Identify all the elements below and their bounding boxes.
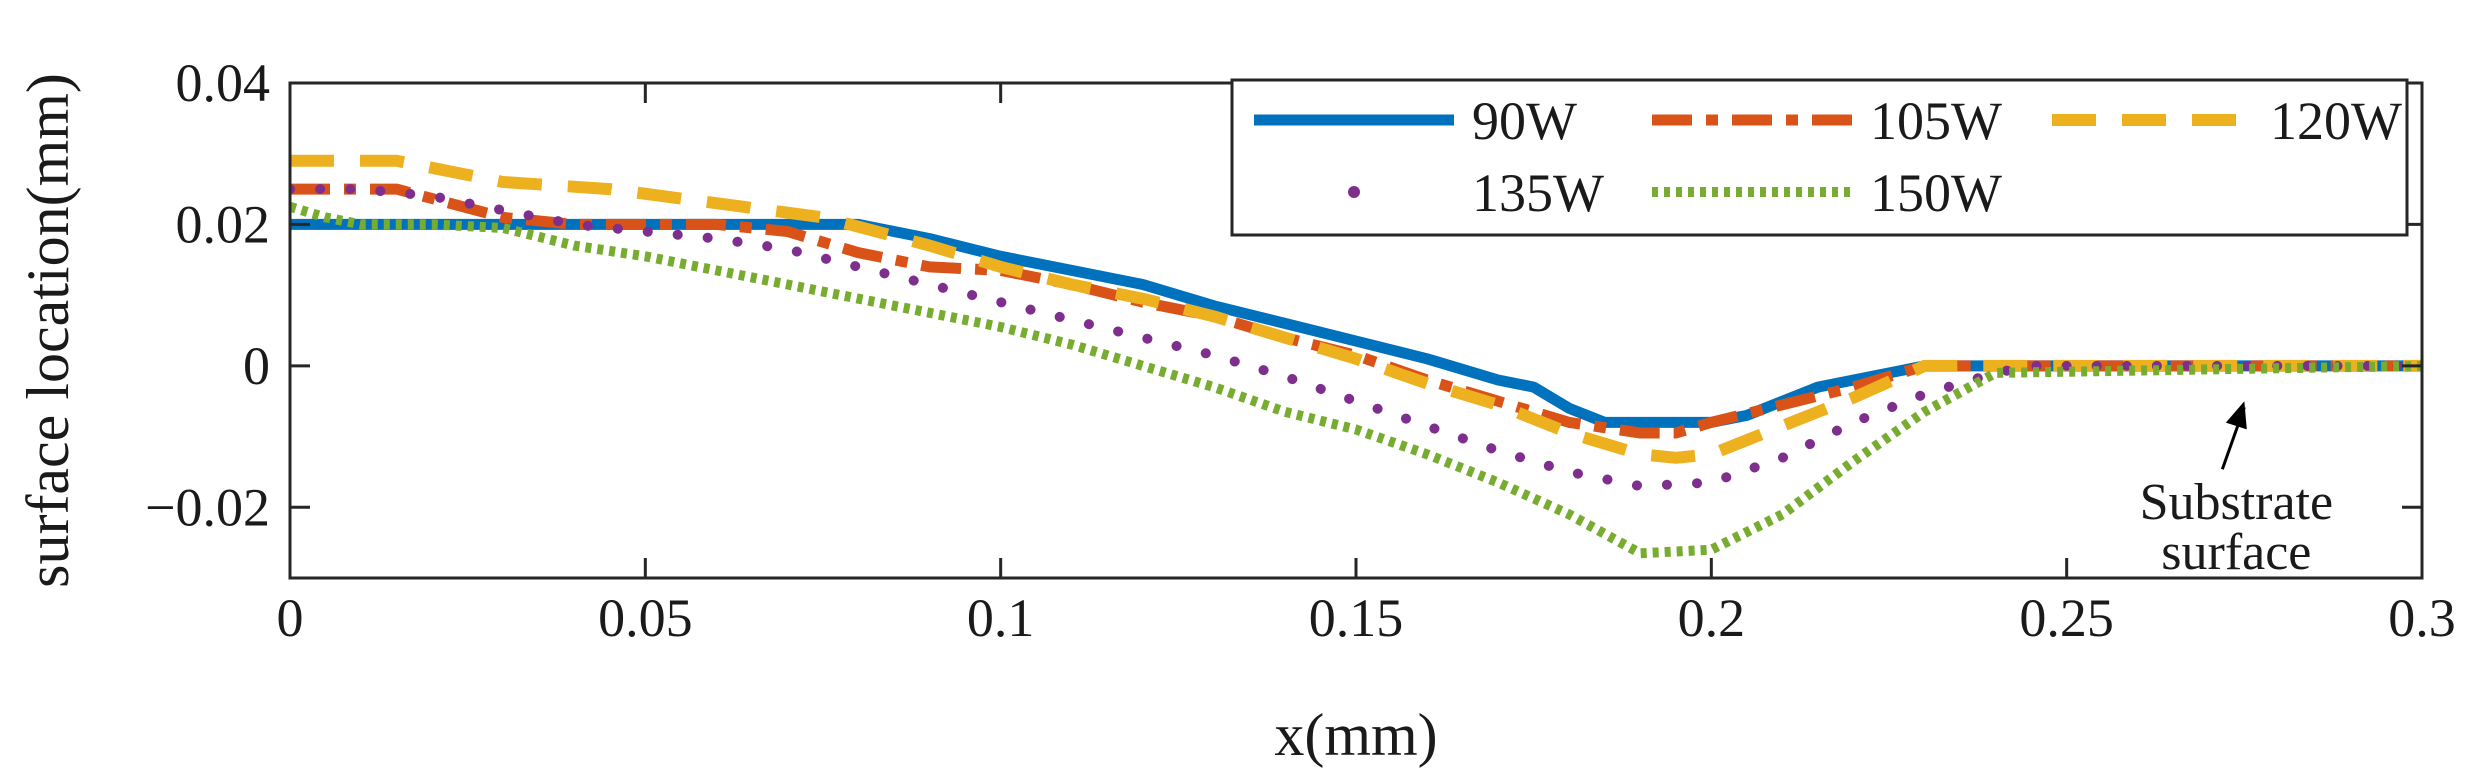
series-line-150w bbox=[290, 202, 2422, 559]
legend-label-90w: 90W bbox=[1472, 91, 1577, 151]
legend-label-120w: 120W bbox=[2270, 91, 2402, 151]
legend-items: 90W 105W 120W 135W 150W bbox=[1254, 91, 2402, 223]
y-axis-title: surface location(mm) bbox=[15, 73, 81, 588]
x-tick-label: 0 bbox=[277, 588, 304, 648]
annotation-arrowhead bbox=[2225, 401, 2247, 430]
y-tick-label: 0.04 bbox=[176, 53, 271, 113]
x-tick-label: 0.1 bbox=[967, 588, 1035, 648]
legend-box bbox=[1230, 78, 2409, 237]
legend-swatch-135w bbox=[1348, 186, 1360, 198]
x-tick-label: 0.15 bbox=[1309, 588, 1404, 648]
legend-label-150w: 150W bbox=[1870, 163, 2002, 223]
substrate-annotation: Substrate surface bbox=[2140, 401, 2334, 581]
x-tick-label: 0.25 bbox=[2019, 588, 2114, 648]
x-tick-label: 0.3 bbox=[2388, 588, 2456, 648]
legend-label-135w: 135W bbox=[1472, 163, 1604, 223]
legend: 90W 105W 120W 135W 150W bbox=[1230, 78, 2409, 237]
x-tick-label: 0.05 bbox=[598, 588, 693, 648]
annotation-text-substrate: Substrate bbox=[2140, 474, 2334, 531]
y-tick-label: 0.02 bbox=[176, 194, 271, 254]
series-line-120w bbox=[290, 154, 2422, 464]
x-axis-title: x(mm) bbox=[1274, 702, 1437, 768]
series-layer bbox=[290, 154, 2422, 559]
annotation-text-surface: surface bbox=[2161, 524, 2311, 581]
series-line-105w bbox=[290, 183, 2422, 439]
y-tick-label: 0 bbox=[243, 336, 270, 396]
y-tick-label: −0.02 bbox=[145, 477, 270, 537]
x-tick-label: 0.2 bbox=[1678, 588, 1746, 648]
legend-label-105w: 105W bbox=[1870, 91, 2002, 151]
